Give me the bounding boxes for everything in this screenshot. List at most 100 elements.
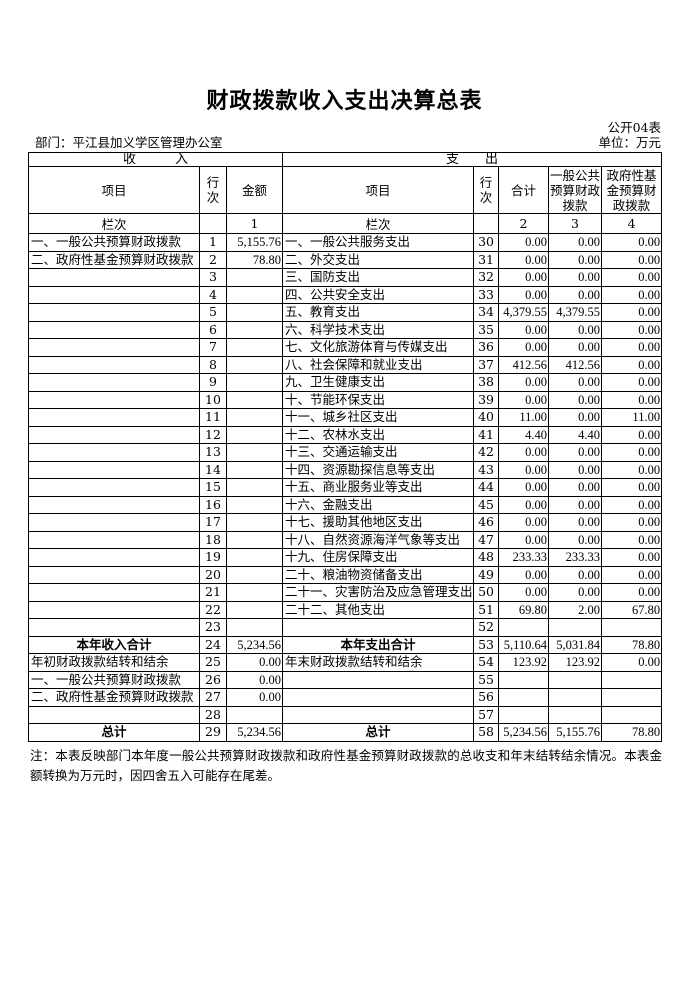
expense-general-budget-cell <box>548 688 603 707</box>
income-line-cell: 25 <box>199 653 227 672</box>
expense-general-budget-cell <box>548 670 603 689</box>
income-item-cell: 一、一般公共预算财政拨款 <box>28 670 200 689</box>
expense-gov-fund-cell: 0.00 <box>601 653 663 672</box>
income-item-cell <box>28 705 200 724</box>
income-amount-cell <box>225 443 284 462</box>
index-general-budget: 3 <box>548 213 603 234</box>
expense-total-cell: 0.00 <box>498 373 550 392</box>
income-item-cell <box>28 373 200 392</box>
expense-line-cell: 58 <box>473 723 500 742</box>
expense-total-cell: 0.00 <box>498 478 550 497</box>
income-amount-cell: 5,234.56 <box>225 635 284 654</box>
income-amount-cell <box>225 355 284 374</box>
col-header-expense-item: 项目 <box>282 166 475 214</box>
income-line-cell: 1 <box>199 233 227 252</box>
income-amount-cell: 0.00 <box>225 688 284 707</box>
expense-total-cell: 5,110.64 <box>498 635 550 654</box>
expense-general-budget-cell: 0.00 <box>548 478 603 497</box>
expense-gov-fund-cell: 11.00 <box>601 408 663 427</box>
index-expense-line-blank <box>473 213 500 234</box>
table-row: 21 二十一、灾害防治及应急管理支出 50 0.00 0.00 0.00 <box>28 583 663 602</box>
income-item-cell <box>28 513 200 532</box>
income-line-cell: 6 <box>199 320 227 339</box>
expense-total-cell: 0.00 <box>498 320 550 339</box>
table-row: 19 十九、住房保障支出 48 233.33 233.33 0.00 <box>28 548 663 567</box>
income-amount-cell <box>225 390 284 409</box>
income-amount-cell <box>225 548 284 567</box>
income-item-cell: 总计 <box>28 723 200 742</box>
table-row: 17 十七、援助其他地区支出 46 0.00 0.00 0.00 <box>28 513 663 532</box>
income-amount-cell <box>225 408 284 427</box>
expense-line-cell: 50 <box>473 583 500 602</box>
expense-total-cell: 233.33 <box>498 548 550 567</box>
income-line-cell: 17 <box>199 513 227 532</box>
column-header-row: 项目 行次 金额 项目 行次 合计 一般公共预算财政拨款 政府性基金预算财政拨款 <box>28 166 663 214</box>
expense-general-budget-cell: 0.00 <box>548 460 603 479</box>
table-header: 收 入 支 出 项目 行次 金额 项目 行次 合计 一般公共预算财政拨款 政府性… <box>27 152 663 234</box>
income-amount-cell <box>225 530 284 549</box>
expense-total-cell: 4.40 <box>498 425 550 444</box>
expense-gov-fund-cell: 0.00 <box>601 338 663 357</box>
expense-line-cell: 36 <box>473 338 500 357</box>
income-item-cell: 一、一般公共预算财政拨款 <box>28 233 200 252</box>
expense-line-cell: 39 <box>473 390 500 409</box>
income-item-cell <box>28 495 200 514</box>
expense-general-budget-cell: 0.00 <box>548 443 603 462</box>
table-row: 4 四、公共安全支出 33 0.00 0.00 0.00 <box>28 285 663 304</box>
income-amount-cell <box>225 338 284 357</box>
table-row: 7 七、文化旅游体育与传媒支出 36 0.00 0.00 0.00 <box>28 338 663 357</box>
income-item-cell <box>28 460 200 479</box>
expense-gov-fund-cell: 0.00 <box>601 460 663 479</box>
expense-item-cell: 五、教育支出 <box>282 303 475 322</box>
expense-total-cell: 0.00 <box>498 513 550 532</box>
expense-line-cell: 31 <box>473 250 500 269</box>
expense-section-header: 支 出 <box>282 152 663 167</box>
col-header-expense-total: 合计 <box>498 166 550 214</box>
expense-general-budget-cell: 123.92 <box>548 653 603 672</box>
income-item-cell <box>28 583 200 602</box>
col-header-general-budget: 一般公共预算财政拨款 <box>548 166 603 214</box>
expense-line-cell: 45 <box>473 495 500 514</box>
income-line-cell: 10 <box>199 390 227 409</box>
income-line-cell: 26 <box>199 670 227 689</box>
income-item-cell <box>28 600 200 619</box>
income-item-cell: 二、政府性基金预算财政拨款 <box>28 250 200 269</box>
income-item-cell <box>28 478 200 497</box>
col-header-gov-fund-budget: 政府性基金预算财政拨款 <box>601 166 663 214</box>
expense-total-cell: 0.00 <box>498 460 550 479</box>
expense-gov-fund-cell <box>601 705 663 724</box>
expense-general-budget-cell: 0.00 <box>548 338 603 357</box>
income-amount-cell: 0.00 <box>225 653 284 672</box>
income-item-cell <box>28 303 200 322</box>
income-line-cell: 29 <box>199 723 227 742</box>
expense-general-budget-cell: 0.00 <box>548 250 603 269</box>
col-header-expense-line: 行次 <box>473 166 500 214</box>
expense-gov-fund-cell: 0.00 <box>601 425 663 444</box>
expense-item-cell: 一、一般公共服务支出 <box>282 233 475 252</box>
expense-general-budget-cell: 0.00 <box>548 268 603 287</box>
table-row: 6 六、科学技术支出 35 0.00 0.00 0.00 <box>28 320 663 339</box>
expense-general-budget-cell: 5,155.76 <box>548 723 603 742</box>
expense-total-cell: 0.00 <box>498 565 550 584</box>
expense-general-budget-cell: 0.00 <box>548 373 603 392</box>
expense-general-budget-cell: 233.33 <box>548 548 603 567</box>
note-text: 注：本表反映部门本年度一般公共预算财政拨款和政府性基金预算财政拨款的总收支和年末… <box>30 747 662 783</box>
expense-line-cell: 53 <box>473 635 500 654</box>
income-item-cell <box>28 285 200 304</box>
income-amount-cell <box>225 373 284 392</box>
income-item-cell: 年初财政拨款结转和结余 <box>28 653 200 672</box>
table-row: 10 十、节能环保支出 39 0.00 0.00 0.00 <box>28 390 663 409</box>
expense-line-cell: 37 <box>473 355 500 374</box>
expense-line-cell: 55 <box>473 670 500 689</box>
expense-line-cell: 49 <box>473 565 500 584</box>
expense-general-budget-cell: 0.00 <box>548 565 603 584</box>
meta-row: 部门：平江县加义学区管理办公室 单位：万元 <box>28 135 661 151</box>
expense-item-cell: 九、卫生健康支出 <box>282 373 475 392</box>
index-expense-total: 2 <box>498 213 550 234</box>
expense-item-cell: 年末财政拨款结转和结余 <box>282 653 475 672</box>
expense-gov-fund-cell: 0.00 <box>601 355 663 374</box>
income-amount-cell <box>225 425 284 444</box>
expense-total-cell: 0.00 <box>498 390 550 409</box>
income-amount-cell <box>225 460 284 479</box>
table-row: 一、一般公共预算财政拨款 1 5,155.76 一、一般公共服务支出 30 0.00 0.0… <box>28 233 663 252</box>
